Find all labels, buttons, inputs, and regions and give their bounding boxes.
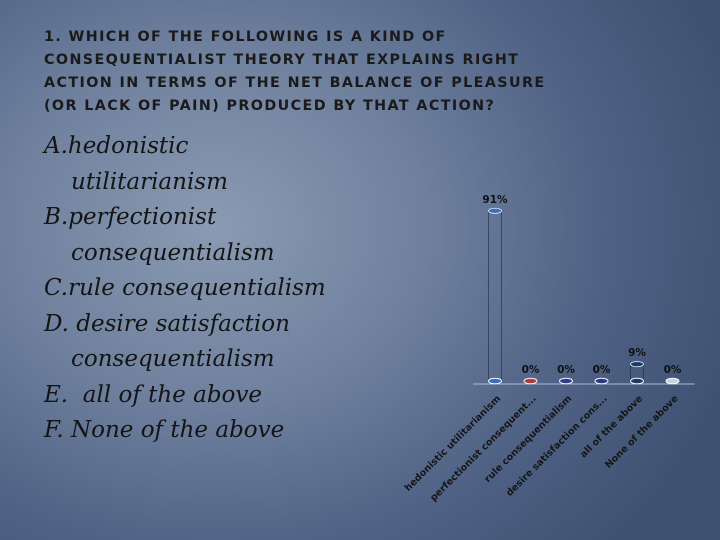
title-line: (or lack of pain) produced by that actio… bbox=[44, 98, 496, 114]
bar-base-3 bbox=[559, 377, 573, 385]
option-text-continued: utilitarianism bbox=[71, 168, 228, 195]
option-text-continued: consequentialism bbox=[71, 239, 275, 266]
answer-option-d: D. desire satisfaction consequentialism bbox=[44, 307, 404, 378]
answer-option-c: C.rule consequentialism bbox=[44, 271, 404, 307]
bar-1 bbox=[488, 210, 502, 382]
bar-base-6 bbox=[665, 377, 680, 385]
option-text: all of the above bbox=[82, 381, 263, 408]
option-letter: B. bbox=[44, 204, 69, 230]
bar-base-5 bbox=[630, 377, 644, 385]
bar-base-4 bbox=[594, 377, 609, 385]
data-label: 9% bbox=[628, 347, 646, 359]
data-label: 0% bbox=[557, 364, 575, 376]
title-line: 1. Which of the following is a kind of bbox=[44, 29, 447, 45]
option-text-continued: consequentialism bbox=[71, 346, 275, 372]
data-label: 0% bbox=[593, 364, 611, 376]
question-title: 1. Which of the following is a kind of c… bbox=[44, 26, 684, 118]
answer-options-list: A.hedonistic utilitarianism B.perfection… bbox=[44, 129, 404, 449]
option-text: hedonistic bbox=[67, 133, 189, 159]
option-letter: E. bbox=[44, 381, 69, 408]
option-letter: D. bbox=[44, 310, 69, 337]
category-tick-label: None of the above bbox=[603, 393, 680, 470]
bar-top-1 bbox=[488, 207, 502, 214]
option-letter: F. bbox=[44, 417, 64, 443]
bar-base-1 bbox=[488, 377, 502, 385]
category-tick-label: all of the above bbox=[578, 393, 645, 460]
bar-top-5 bbox=[630, 361, 644, 368]
data-label: 91% bbox=[482, 194, 508, 206]
answer-option-f: F. None of the above bbox=[44, 413, 404, 449]
title-line: action in terms of the net balance of pl… bbox=[44, 75, 546, 91]
option-text: None of the above bbox=[71, 417, 285, 443]
option-letter: C. bbox=[44, 275, 69, 301]
answer-option-b: B.perfectionist consequentialism bbox=[44, 200, 404, 271]
option-letter: A. bbox=[44, 133, 68, 159]
response-bar-chart: 91%hedonistic utilitarianism0%perfection… bbox=[403, 194, 695, 504]
bar-base-2 bbox=[523, 377, 538, 385]
answer-option-a: A.hedonistic utilitarianism bbox=[44, 129, 404, 200]
answer-option-e: E. all of the above bbox=[44, 378, 404, 414]
data-label: 0% bbox=[522, 364, 540, 376]
option-text: perfectionist bbox=[68, 204, 217, 230]
option-text: rule consequentialism bbox=[68, 275, 326, 301]
option-text: desire satisfaction bbox=[76, 310, 290, 337]
data-label: 0% bbox=[664, 364, 682, 376]
title-line: consequentialist theory that explains ri… bbox=[44, 52, 520, 68]
